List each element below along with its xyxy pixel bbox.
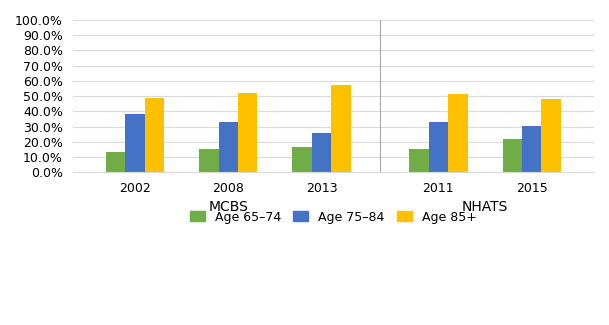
- Text: NHATS: NHATS: [462, 200, 509, 214]
- Bar: [125, 114, 144, 172]
- Bar: [448, 94, 468, 172]
- Bar: [219, 122, 238, 172]
- Text: MCBS: MCBS: [208, 200, 248, 214]
- Bar: [541, 99, 561, 172]
- Bar: [312, 133, 331, 172]
- Bar: [199, 149, 219, 172]
- Bar: [238, 93, 258, 172]
- Legend: Age 65–74, Age 75–84, Age 85+: Age 65–74, Age 75–84, Age 85+: [183, 204, 484, 230]
- Bar: [409, 149, 429, 172]
- Bar: [522, 126, 541, 172]
- Bar: [429, 122, 448, 172]
- Bar: [292, 147, 312, 172]
- Bar: [144, 98, 164, 172]
- Bar: [331, 85, 351, 172]
- Bar: [502, 139, 522, 172]
- Bar: [106, 152, 125, 172]
